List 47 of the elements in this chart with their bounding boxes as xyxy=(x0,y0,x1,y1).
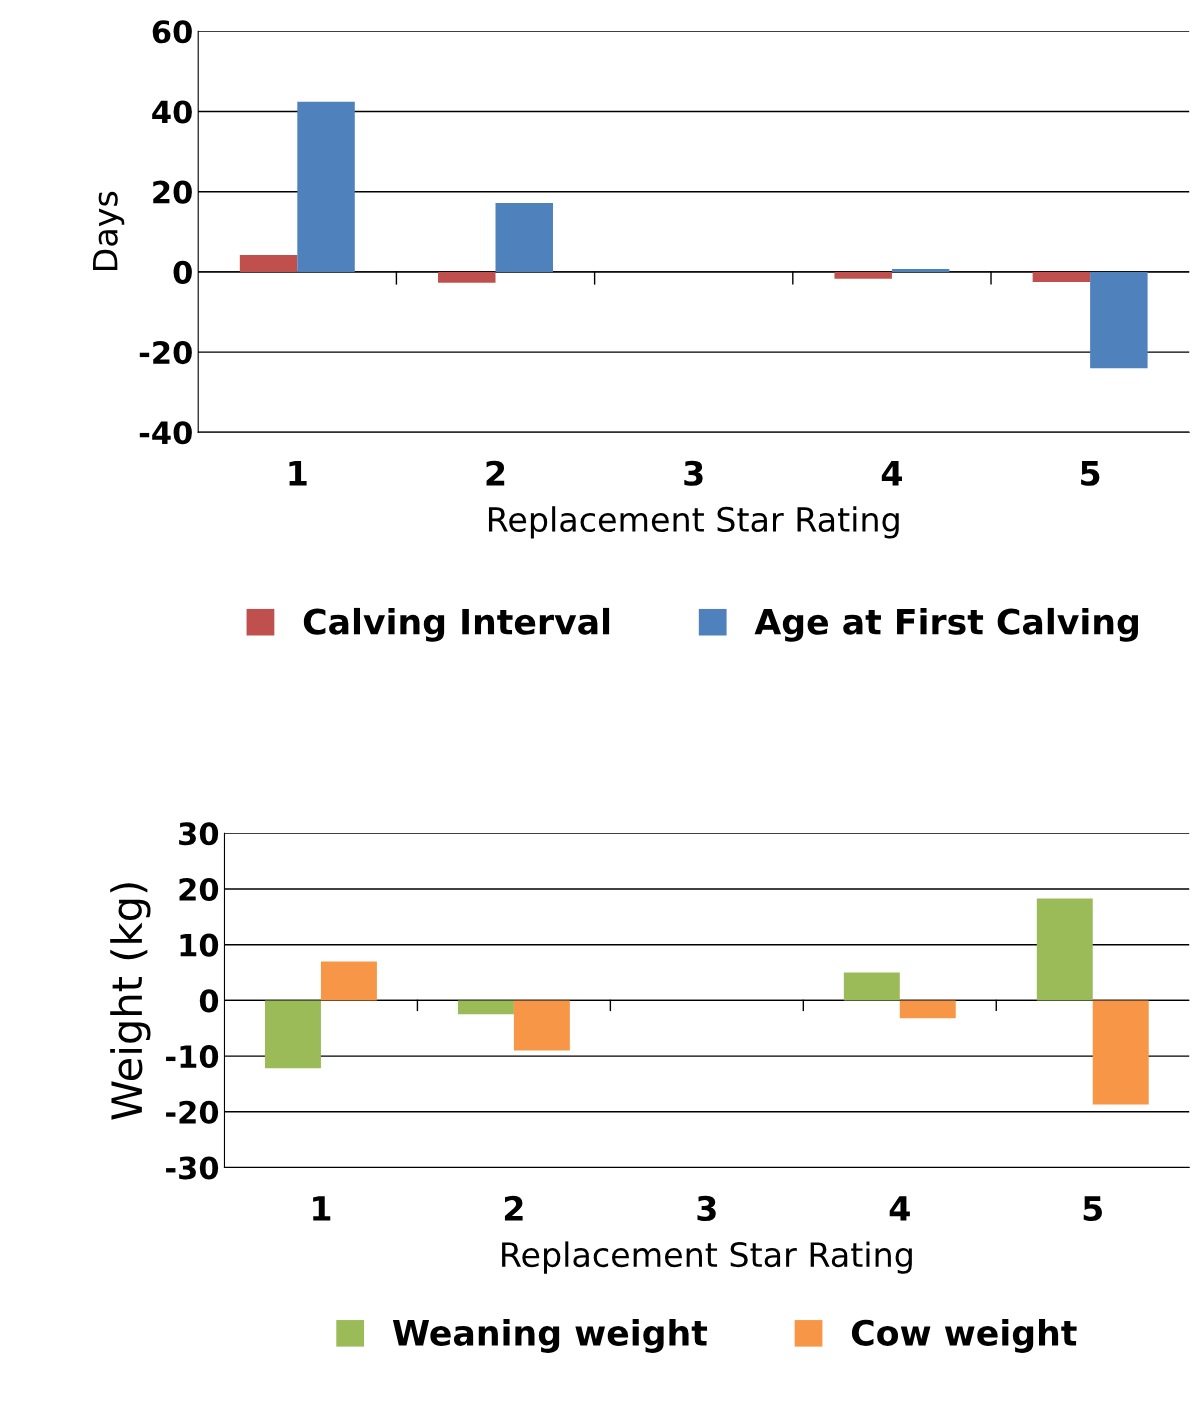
y-tick-label: 0 xyxy=(199,989,219,1013)
x-axis-title: Replacement Star Rating xyxy=(488,506,899,539)
x-tick-label: 2 xyxy=(504,1195,523,1221)
y-axis-title: Days xyxy=(93,191,125,271)
x-tick-label: 3 xyxy=(684,460,703,486)
bar xyxy=(1036,898,1093,1001)
bar xyxy=(239,255,298,272)
x-tick-label: 4 xyxy=(881,461,902,486)
x-tick-label: 4 xyxy=(889,1196,910,1221)
y-axis-title: Weight (kg) xyxy=(110,883,151,1120)
y-tick-label: 10 xyxy=(180,933,219,957)
y-tick-label: 60 xyxy=(152,20,192,44)
y-tick-label: -20 xyxy=(166,1100,219,1124)
y-tick-label: 40 xyxy=(152,100,192,124)
x-tick-label: 1 xyxy=(289,461,307,486)
y-tick-label: -40 xyxy=(139,421,192,445)
bar xyxy=(297,101,355,272)
bar xyxy=(843,972,900,1001)
bar xyxy=(320,961,377,1001)
y-tick-label: -20 xyxy=(139,341,192,365)
bar xyxy=(1092,1000,1149,1105)
y-tick-label: -10 xyxy=(166,1045,219,1069)
bar xyxy=(891,269,950,272)
bar xyxy=(899,1000,956,1019)
x-tick-label: 2 xyxy=(486,460,505,486)
y-tick-label: 0 xyxy=(173,260,192,284)
y-tick-label: 20 xyxy=(153,180,192,204)
legend-label: Weaning weight xyxy=(392,1319,708,1353)
bar xyxy=(264,1000,321,1069)
x-tick-label: 5 xyxy=(1081,461,1100,486)
bar xyxy=(1090,271,1148,369)
x-tick-label: 3 xyxy=(697,1195,716,1222)
legend-label: Cow weight xyxy=(851,1319,1077,1353)
y-tick-label: 20 xyxy=(179,877,219,902)
x-axis-title: Replacement Star Rating xyxy=(502,1241,912,1274)
x-tick-label: 1 xyxy=(313,1196,331,1221)
bar xyxy=(495,202,553,272)
y-tick-label: -30 xyxy=(166,1156,219,1180)
bar xyxy=(438,271,496,283)
bar xyxy=(457,1000,514,1015)
legend-label: Calving Interval xyxy=(303,607,610,642)
bar xyxy=(834,271,892,279)
legend-label: Age at First Calving xyxy=(754,607,1138,642)
x-tick-label: 5 xyxy=(1083,1196,1103,1222)
bar xyxy=(1032,271,1091,282)
y-tick-label: 30 xyxy=(179,822,219,846)
bar xyxy=(513,1000,570,1051)
